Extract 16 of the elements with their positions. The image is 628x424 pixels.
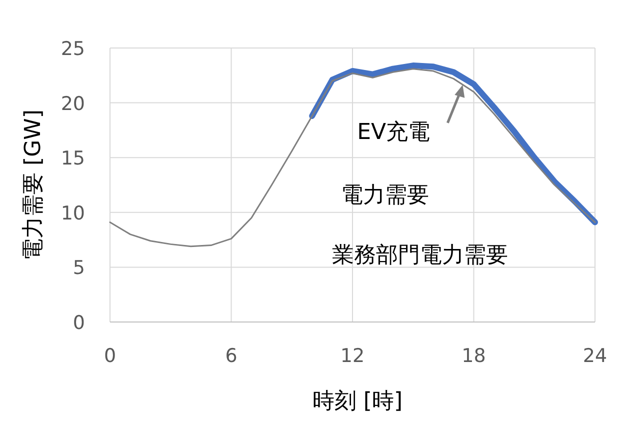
x-axis-title: 時刻 [時] (312, 389, 403, 414)
y-tick-label: 15 (60, 148, 85, 170)
x-tick-label: 12 (340, 345, 365, 367)
y-tick-label: 25 (60, 38, 85, 60)
x-tick-label: 24 (582, 345, 608, 367)
x-tick-label: 18 (462, 345, 486, 367)
annotation: EV充電 (357, 120, 430, 145)
annotation: 業務部門電力需要 (332, 243, 508, 268)
annotation: 電力需要 (341, 183, 429, 208)
x-tick-label: 0 (104, 345, 116, 367)
y-tick-label: 10 (60, 202, 85, 224)
x-tick-label: 6 (225, 345, 238, 367)
y-tick-label: 0 (72, 312, 85, 334)
y-axis-title: 電力需要 [GW] (21, 110, 46, 260)
y-tick-label: 20 (60, 92, 85, 115)
y-tick-label: 5 (72, 257, 85, 280)
